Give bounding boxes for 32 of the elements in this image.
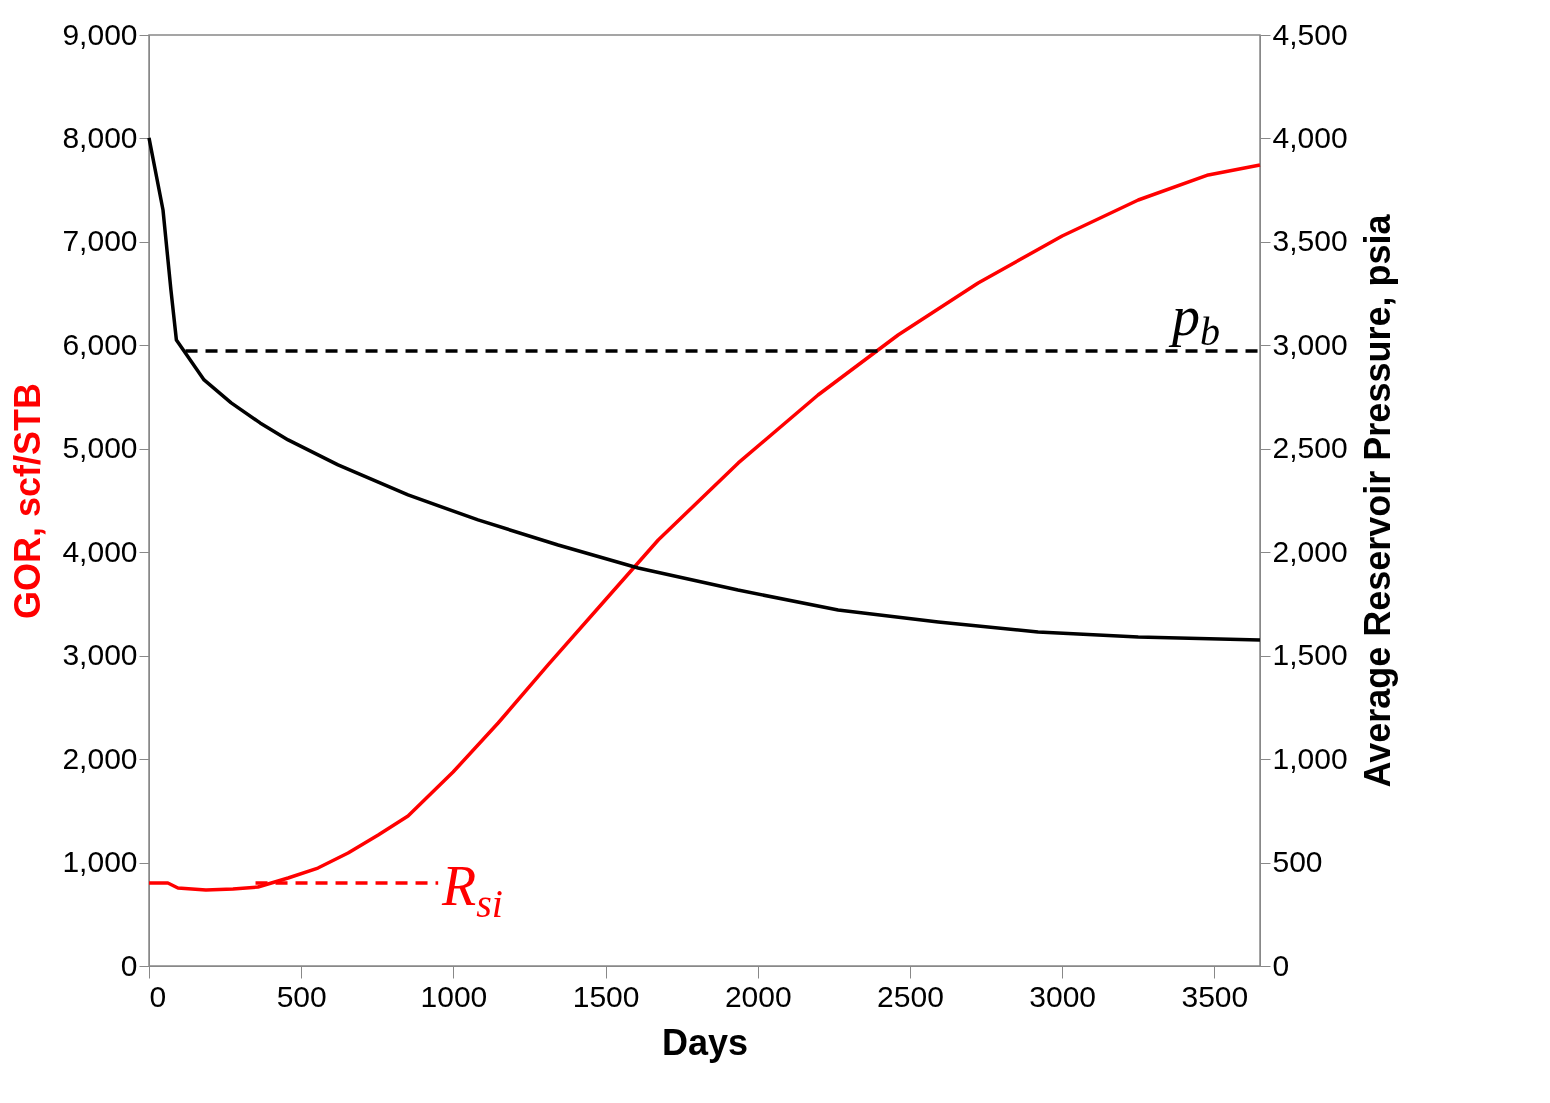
- y2-tick-label: 2,500: [1272, 431, 1348, 465]
- y2-tick-label: 0: [1272, 948, 1290, 982]
- y-tick-label: 9,000: [62, 17, 138, 51]
- y-tick-label: 5,000: [62, 431, 138, 465]
- y2-tick-label: 500: [1272, 845, 1323, 879]
- y2-tick-label: 1,500: [1272, 638, 1348, 672]
- x-tick-label: 1000: [420, 979, 488, 1013]
- y-tick-label: 4,000: [62, 534, 138, 568]
- x-tick-label: 2500: [877, 979, 944, 1013]
- x-axis-title: Days: [661, 1021, 749, 1063]
- y2-axis-title: Average Reservoir Pressure, psia: [1356, 213, 1398, 788]
- y-tick-label: 2,000: [62, 741, 138, 775]
- y2-tick-label: 2,000: [1272, 534, 1348, 568]
- y2-tick-label: 3,500: [1272, 224, 1348, 258]
- y2-tick-label: 1,000: [1272, 741, 1348, 775]
- y-tick-label: 1,000: [62, 845, 138, 879]
- y-tick-label: 0: [120, 948, 138, 982]
- y2-tick-label: 4,000: [1272, 120, 1348, 154]
- y2-tick-label: 4,500: [1272, 17, 1348, 51]
- x-tick-label: 1500: [572, 979, 640, 1013]
- x-tick-label: 500: [276, 979, 327, 1013]
- x-tick-label: 3000: [1029, 979, 1097, 1013]
- y2-tick-label: 3,000: [1272, 327, 1348, 361]
- y-axis-title: GOR, scf/STB: [7, 382, 49, 620]
- x-tick-label: 2000: [724, 979, 792, 1013]
- y-tick-label: 7,000: [62, 224, 138, 258]
- line-series: [147, 136, 1262, 642]
- y-tick-label: 3,000: [62, 638, 138, 672]
- y-tick-label: 6,000: [62, 327, 138, 361]
- x-tick-label: 0: [149, 979, 167, 1013]
- x-tick-label: 3500: [1181, 979, 1249, 1013]
- y-tick-label: 8,000: [62, 120, 138, 154]
